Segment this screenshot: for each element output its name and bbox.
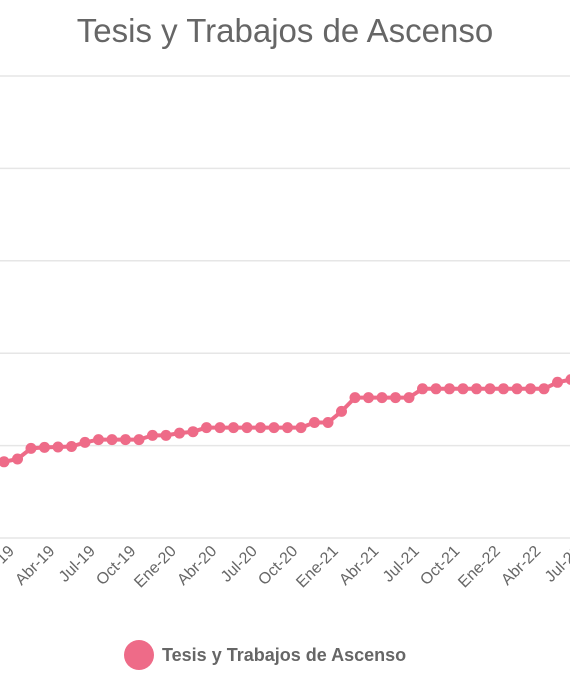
legend-label: Tesis y Trabajos de Ascenso bbox=[162, 644, 407, 665]
series-line bbox=[3, 377, 570, 464]
data-point[interactable] bbox=[498, 383, 509, 395]
x-tick-label: Ene-22 bbox=[455, 543, 504, 592]
data-point[interactable] bbox=[255, 422, 266, 434]
data-point[interactable] bbox=[511, 383, 523, 395]
x-tick-label: Oct-20 bbox=[255, 543, 301, 589]
x-tick-label: Abr-19 bbox=[12, 543, 58, 589]
grid-lines bbox=[0, 75, 570, 539]
data-point[interactable] bbox=[93, 434, 104, 446]
data-point[interactable] bbox=[120, 434, 131, 446]
x-tick-label: Jul-22 bbox=[542, 543, 570, 586]
x-tick-label: Jul-19 bbox=[56, 543, 99, 586]
data-point[interactable] bbox=[336, 405, 347, 417]
x-tick-label: Oct-21 bbox=[417, 543, 463, 589]
data-point[interactable] bbox=[457, 383, 469, 395]
series-group bbox=[0, 374, 570, 468]
data-point[interactable] bbox=[282, 422, 293, 434]
data-point[interactable] bbox=[430, 383, 442, 395]
data-point[interactable] bbox=[187, 426, 199, 438]
data-point[interactable] bbox=[52, 441, 64, 453]
x-tick-label: Ene-20 bbox=[131, 543, 180, 592]
data-point[interactable] bbox=[403, 392, 415, 404]
data-point[interactable] bbox=[268, 422, 280, 434]
data-point[interactable] bbox=[444, 383, 455, 395]
x-tick-label: Ene-19 bbox=[0, 543, 18, 592]
x-tick-label: Abr-21 bbox=[336, 543, 382, 589]
data-point[interactable] bbox=[12, 453, 23, 465]
data-point[interactable] bbox=[309, 417, 320, 428]
data-point[interactable] bbox=[147, 429, 158, 441]
data-point[interactable] bbox=[133, 434, 145, 446]
data-point[interactable] bbox=[390, 392, 401, 404]
data-point[interactable] bbox=[417, 383, 428, 395]
data-point[interactable] bbox=[565, 374, 570, 385]
chart-title: Tesis y Trabajos de Ascenso bbox=[76, 12, 494, 49]
data-point[interactable] bbox=[376, 392, 388, 404]
data-point[interactable] bbox=[471, 383, 482, 395]
x-tick-label: Oct-19 bbox=[93, 543, 139, 589]
x-tick-label: Abr-20 bbox=[174, 543, 220, 589]
data-point[interactable] bbox=[39, 441, 50, 453]
data-point[interactable] bbox=[214, 422, 226, 434]
data-point[interactable] bbox=[538, 383, 550, 395]
data-point[interactable] bbox=[160, 429, 172, 441]
legend[interactable]: Tesis y Trabajos de Ascenso bbox=[124, 638, 406, 672]
x-tick-label: Ene-21 bbox=[293, 543, 342, 592]
data-point[interactable] bbox=[552, 376, 563, 388]
data-point[interactable] bbox=[201, 422, 212, 434]
data-point[interactable] bbox=[228, 422, 239, 434]
legend-swatch-marker bbox=[124, 640, 154, 670]
data-point[interactable] bbox=[79, 436, 91, 448]
data-point[interactable] bbox=[295, 422, 307, 434]
data-point[interactable] bbox=[322, 417, 334, 428]
data-point[interactable] bbox=[0, 456, 10, 468]
data-point[interactable] bbox=[525, 383, 536, 395]
data-point[interactable] bbox=[484, 383, 496, 395]
data-point[interactable] bbox=[349, 392, 361, 404]
x-tick-label: Jul-21 bbox=[380, 543, 423, 586]
data-point[interactable] bbox=[106, 434, 118, 446]
x-axis-tick-labels: Ene-19Abr-19Jul-19Oct-19Ene-20Abr-20Jul-… bbox=[0, 543, 570, 592]
data-point[interactable] bbox=[363, 392, 374, 404]
x-tick-label: Abr-22 bbox=[498, 543, 544, 589]
data-point[interactable] bbox=[25, 442, 37, 454]
data-point[interactable] bbox=[241, 422, 253, 434]
data-point[interactable] bbox=[174, 427, 185, 439]
data-point[interactable] bbox=[66, 441, 77, 452]
x-tick-label: Jul-20 bbox=[218, 543, 261, 586]
